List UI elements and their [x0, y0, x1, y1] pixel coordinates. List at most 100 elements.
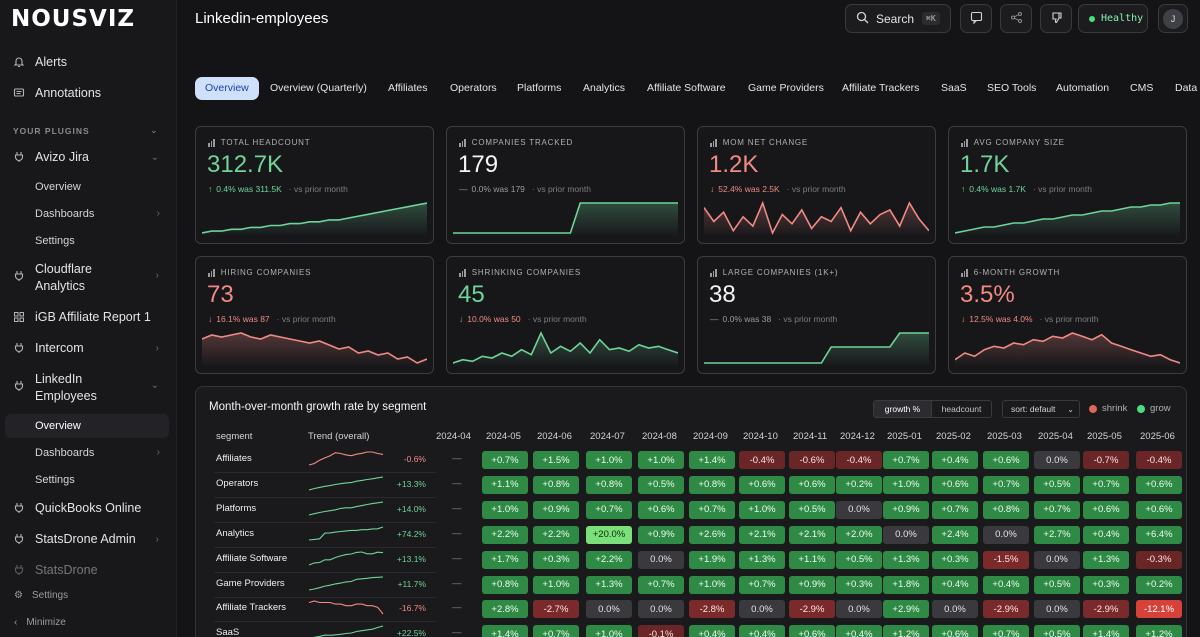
heatmap-cell[interactable]: +0.5%: [1034, 575, 1080, 594]
heatmap-cell[interactable]: +0.6%: [932, 625, 978, 637]
kpi-card[interactable]: LARGE COMPANIES (1K+) 38 —0.0% was 38 · vs …: [697, 256, 936, 374]
kpi-card[interactable]: AVG COMPANY SIZE 1.7K ↑ 0.4% was 1.7K · vs p…: [948, 126, 1187, 244]
tab-game-providers[interactable]: Game Providers: [748, 82, 824, 94]
heatmap-cell[interactable]: +0.8%: [533, 475, 579, 494]
heatmap-cell[interactable]: -2.9%: [789, 600, 835, 619]
heatmap-cell[interactable]: +0.7%: [482, 451, 528, 469]
heatmap-cell[interactable]: +0.6%: [1136, 475, 1182, 494]
heatmap-cell[interactable]: +0.6%: [932, 475, 978, 494]
heatmap-cell[interactable]: +0.7%: [689, 500, 735, 519]
heatmap-cell[interactable]: +1.0%: [533, 575, 579, 594]
heatmap-cell[interactable]: 0.0%: [883, 525, 929, 544]
sidebar-item-igb[interactable]: iGB Affiliate Report 1: [0, 309, 176, 325]
heatmap-cell[interactable]: -2.9%: [983, 600, 1029, 619]
heatmap-cell[interactable]: -0.1%: [638, 625, 684, 637]
heatmap-cell[interactable]: +1.4%: [689, 451, 735, 469]
heatmap-cell[interactable]: +1.2%: [883, 625, 929, 637]
tab-automation[interactable]: Automation: [1056, 82, 1110, 94]
heatmap-cell[interactable]: +0.6%: [789, 475, 835, 494]
heatmap-cell[interactable]: -2.9%: [1083, 600, 1129, 619]
heatmap-cell[interactable]: +1.0%: [883, 475, 929, 494]
tab-overview[interactable]: Overview: [195, 77, 259, 100]
headcount-toggle-button[interactable]: headcount: [931, 401, 991, 417]
heatmap-cell[interactable]: +6.4%: [1136, 525, 1182, 544]
kpi-card[interactable]: COMPANIES TRACKED 179 —0.0% was 179 · vs pr…: [446, 126, 685, 244]
tab-affiliate-software[interactable]: Affiliate Software: [647, 82, 726, 94]
sidebar-subitem-dashboards[interactable]: Dashboards ›: [35, 208, 165, 220]
heatmap-cell[interactable]: +0.8%: [482, 575, 528, 594]
heatmap-cell[interactable]: +1.7%: [482, 550, 528, 569]
heatmap-cell[interactable]: +0.9%: [638, 525, 684, 544]
heatmap-cell[interactable]: +1.0%: [586, 451, 632, 469]
heatmap-cell-empty[interactable]: —: [452, 527, 462, 539]
tab-platforms[interactable]: Platforms: [517, 82, 562, 94]
sidebar-item-quickbooks[interactable]: QuickBooks Online: [0, 500, 176, 516]
heatmap-cell[interactable]: -0.3%: [1136, 550, 1182, 569]
heatmap-cell[interactable]: +1.0%: [482, 500, 528, 519]
heatmap-cell[interactable]: +0.5%: [1034, 475, 1080, 494]
heatmap-cell[interactable]: -0.4%: [836, 451, 882, 469]
heatmap-cell[interactable]: +0.5%: [836, 550, 882, 569]
heatmap-cell[interactable]: +2.9%: [883, 600, 929, 619]
heatmap-cell[interactable]: +1.3%: [586, 575, 632, 594]
heatmap-cell[interactable]: +2.2%: [586, 550, 632, 569]
heatmap-cell[interactable]: +1.0%: [689, 575, 735, 594]
heatmap-cell[interactable]: +0.6%: [638, 500, 684, 519]
heatmap-cell[interactable]: 0.0%: [836, 500, 882, 519]
heatmap-cell[interactable]: +0.6%: [739, 475, 785, 494]
heatmap-cell[interactable]: +2.6%: [689, 525, 735, 544]
heatmap-cell[interactable]: 0.0%: [638, 550, 684, 569]
heatmap-cell[interactable]: -2.8%: [689, 600, 735, 619]
tab-seo-tools[interactable]: SEO Tools: [987, 82, 1037, 94]
heatmap-cell[interactable]: +0.7%: [983, 625, 1029, 637]
share-button[interactable]: [1000, 4, 1032, 33]
tab-overview-quarterly[interactable]: Overview (Quarterly): [270, 82, 367, 94]
heatmap-cell[interactable]: +2.2%: [482, 525, 528, 544]
heatmap-cell[interactable]: +1.2%: [1136, 625, 1182, 637]
sidebar-subitem-settings[interactable]: Settings: [35, 235, 165, 247]
heatmap-cell[interactable]: -0.6%: [789, 451, 835, 469]
heatmap-cell[interactable]: -1.5%: [983, 550, 1029, 569]
sidebar-item-annotations[interactable]: Annotations: [0, 85, 176, 101]
heatmap-cell[interactable]: 0.0%: [1034, 451, 1080, 469]
heatmap-cell[interactable]: +0.4%: [689, 625, 735, 637]
heatmap-cell[interactable]: -2.7%: [533, 600, 579, 619]
heatmap-cell[interactable]: +20.0%: [586, 525, 632, 544]
heatmap-cell[interactable]: +1.4%: [1083, 625, 1129, 637]
minimize-button[interactable]: ‹ Minimize: [14, 617, 66, 628]
tab-operators[interactable]: Operators: [450, 82, 497, 94]
heatmap-cell[interactable]: +0.5%: [638, 475, 684, 494]
growth-toggle-button[interactable]: growth %: [874, 401, 932, 417]
heatmap-cell[interactable]: +2.0%: [836, 525, 882, 544]
heatmap-cell[interactable]: +0.2%: [1136, 575, 1182, 594]
heatmap-cell-empty[interactable]: —: [452, 602, 462, 614]
heatmap-cell[interactable]: +1.0%: [586, 625, 632, 637]
sidebar-item-intercom[interactable]: Intercom ›: [0, 340, 176, 356]
heatmap-cell[interactable]: 0.0%: [586, 600, 632, 619]
sort-select[interactable]: sort: default ⌄: [1002, 400, 1080, 418]
kpi-card[interactable]: HIRING COMPANIES 73 ↓ 16.1% was 87 · vs prio…: [195, 256, 434, 374]
heatmap-cell[interactable]: +1.3%: [739, 550, 785, 569]
heatmap-cell-empty[interactable]: —: [452, 627, 462, 637]
heatmap-cell[interactable]: +0.4%: [739, 625, 785, 637]
heatmap-cell[interactable]: +0.3%: [533, 550, 579, 569]
heatmap-cell[interactable]: +0.7%: [638, 575, 684, 594]
heatmap-cell[interactable]: +1.0%: [638, 451, 684, 469]
heatmap-cell[interactable]: +0.4%: [1083, 525, 1129, 544]
sidebar-subitem-settings[interactable]: Settings: [35, 474, 165, 486]
heatmap-cell[interactable]: +1.4%: [482, 625, 528, 637]
tab-affiliates[interactable]: Affiliates: [388, 82, 428, 94]
heatmap-cell-empty[interactable]: —: [452, 577, 462, 589]
heatmap-cell[interactable]: +0.6%: [1083, 500, 1129, 519]
heatmap-cell[interactable]: +1.5%: [533, 451, 579, 469]
status-badge[interactable]: Healthy: [1078, 4, 1148, 33]
heatmap-cell[interactable]: +0.9%: [883, 500, 929, 519]
heatmap-cell-empty[interactable]: —: [452, 453, 462, 464]
heatmap-cell[interactable]: +0.8%: [983, 500, 1029, 519]
heatmap-cell[interactable]: +1.0%: [739, 500, 785, 519]
heatmap-cell[interactable]: -0.4%: [739, 451, 785, 469]
heatmap-cell[interactable]: +1.1%: [789, 550, 835, 569]
heatmap-cell[interactable]: +0.9%: [789, 575, 835, 594]
heatmap-cell[interactable]: +0.3%: [836, 575, 882, 594]
heatmap-cell[interactable]: +2.4%: [932, 525, 978, 544]
